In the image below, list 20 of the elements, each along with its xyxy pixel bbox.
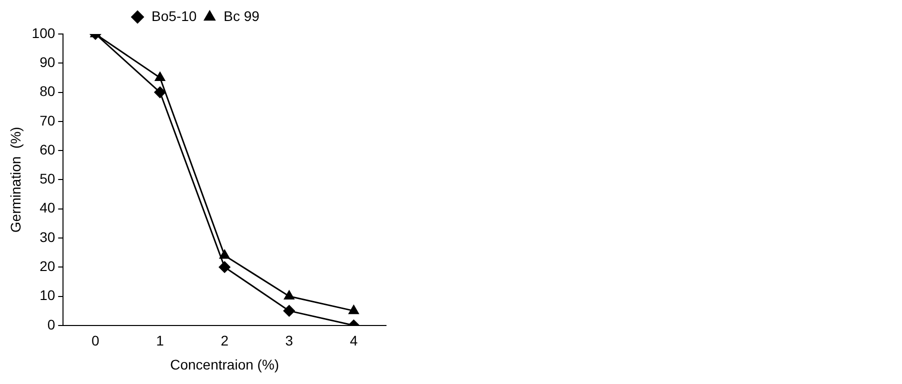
y-tick-label: 50 xyxy=(40,170,56,187)
legend-label: Bc 99 xyxy=(224,8,260,24)
y-axis-title: Germination (%) xyxy=(7,126,24,233)
y-tick-label: 0 xyxy=(47,316,56,332)
x-tick-label: 1 xyxy=(156,332,164,349)
y-tick-label: 90 xyxy=(40,54,56,70)
y-tick-label: 20 xyxy=(40,258,56,274)
x-tick-label: 3 xyxy=(285,332,294,349)
x-tick-label: 0 xyxy=(92,332,100,349)
y-tick-label: 100 xyxy=(32,24,56,41)
y-tick-label: 10 xyxy=(40,287,56,304)
x-tick-label: 2 xyxy=(220,332,229,349)
y-tick-label: 30 xyxy=(40,228,56,245)
y-tick-label: 60 xyxy=(40,141,56,158)
x-axis-title: Concentraion (%) xyxy=(170,356,280,372)
y-tick-label: 40 xyxy=(40,200,56,216)
y-tick-label: 70 xyxy=(40,112,56,128)
legend-label: Bo5-10 xyxy=(152,8,197,24)
x-tick-label: 4 xyxy=(350,332,358,349)
y-tick-label: 80 xyxy=(40,83,56,100)
